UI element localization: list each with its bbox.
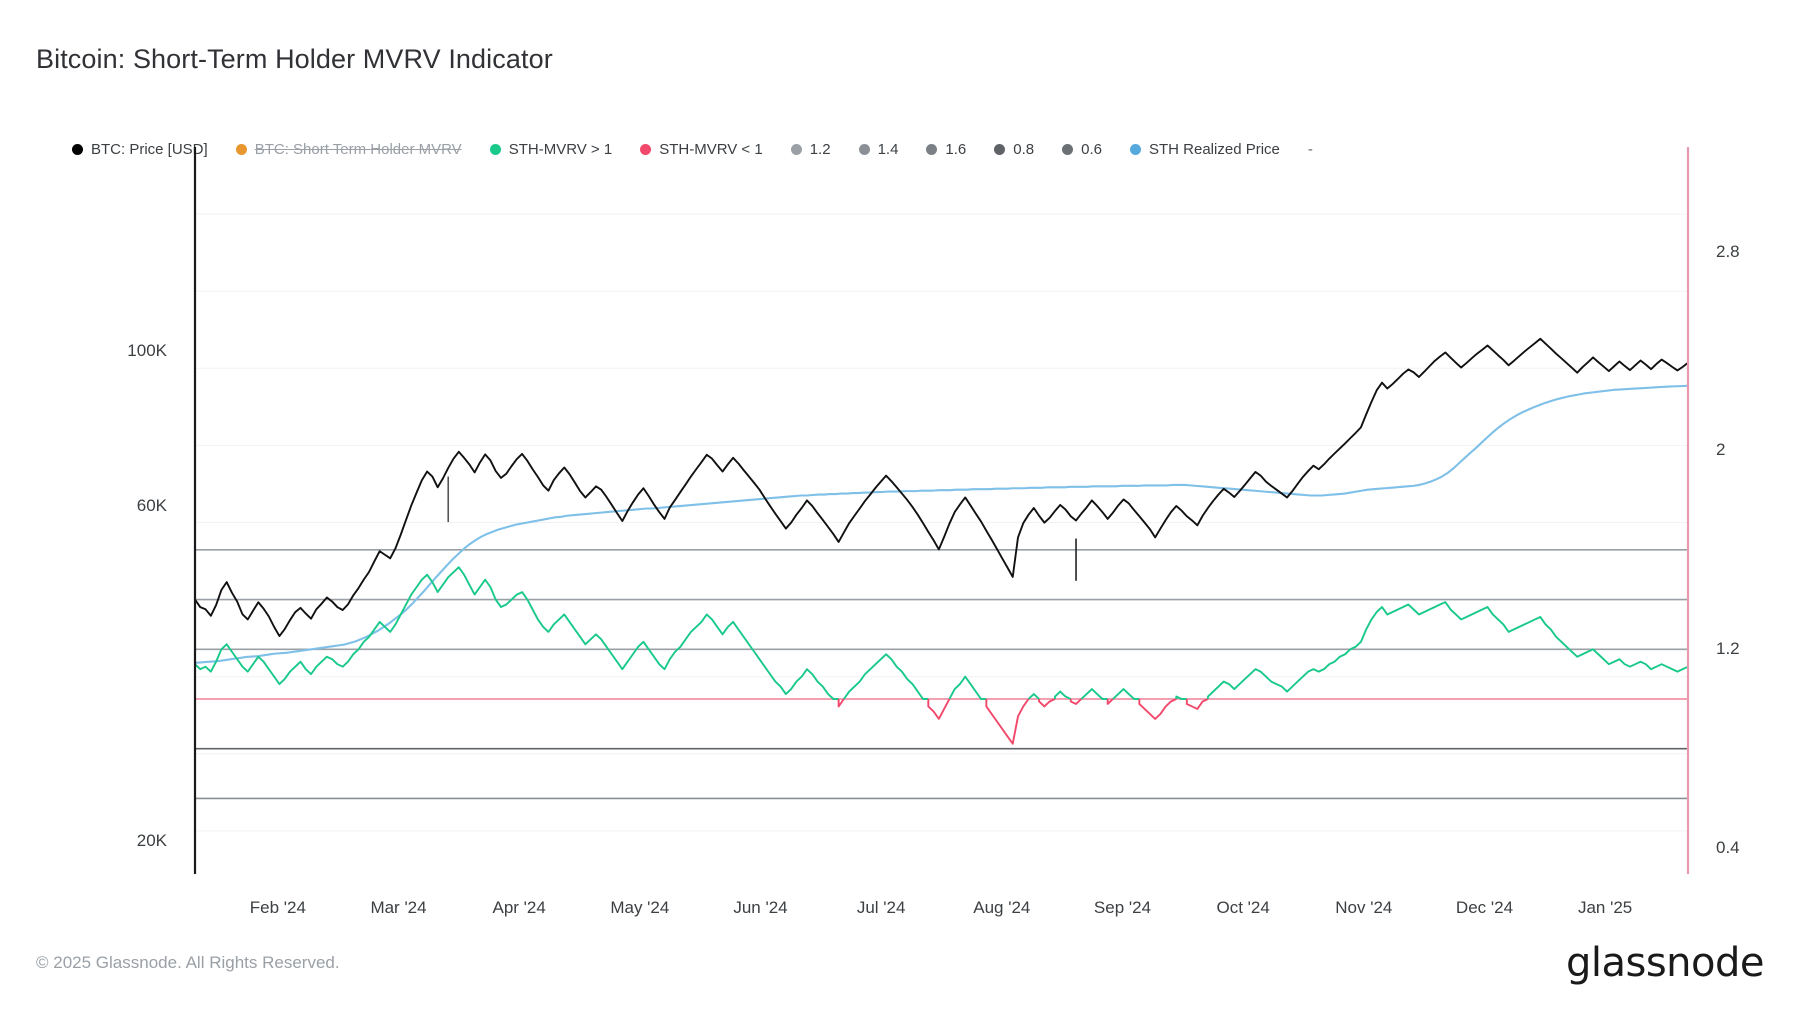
legend-trailing-dash: -: [1307, 140, 1313, 158]
legend-item-6[interactable]: 1.6: [926, 141, 966, 158]
series-sth-mvrv-below-11: [1106, 698, 1114, 705]
series-sth-mvrv-above-6: [1027, 693, 1040, 700]
series-sth-mvrv-below-9: [1069, 698, 1082, 705]
series-sth-mvrv-above-0: [194, 566, 839, 700]
y-axis-right-tick-1: 2: [1716, 440, 1726, 460]
legend-dot-icon: [1062, 143, 1074, 155]
legend-item-9[interactable]: STH Realized Price: [1130, 141, 1280, 158]
y-axis-right-tick-2: 1.2: [1716, 639, 1740, 659]
x-axis-tick-4: Jun '24: [733, 898, 788, 917]
x-axis-tick-9: Nov '24: [1335, 898, 1393, 917]
series-sth-mvrv-below-3: [927, 698, 951, 720]
legend-item-8[interactable]: 0.6: [1062, 141, 1102, 158]
y-axis-left-tick-1: 60K: [136, 496, 167, 516]
legend-item-label: STH Realized Price: [1149, 140, 1280, 158]
legend-item-label: 1.6: [945, 140, 967, 158]
x-axis-tick-2: Apr '24: [492, 898, 546, 917]
legend-item-label: 1.4: [877, 140, 899, 158]
legend-dot-icon: [858, 143, 870, 155]
legend-item-4[interactable]: 1.2: [790, 140, 831, 158]
legend-dot-icon: [640, 143, 652, 155]
glassnode-logo: glassnode: [1565, 940, 1765, 986]
legend-dot-icon: [235, 143, 247, 155]
legend-item-label: BTC: Short Term Holder MVRV: [254, 140, 462, 158]
legend-item-0[interactable]: BTC: Price [USD]: [72, 141, 208, 158]
legend-item-label: STH-MVRV < 1: [659, 140, 763, 158]
legend-item-label: 0.8: [1013, 140, 1035, 158]
series-sth-mvrv-above-16: [1206, 601, 1689, 699]
legend-dot-icon: [994, 143, 1006, 155]
series-sth-mvrv-below-1: [837, 698, 845, 708]
legend-item-label: 0.6: [1081, 140, 1102, 158]
x-axis-tick-10: Dec '24: [1455, 898, 1514, 917]
legend-item-3[interactable]: STH-MVRV < 1: [640, 141, 763, 158]
page-title: Bitcoin: Short-Term Holder MVRV Indicato…: [36, 44, 553, 74]
y-axis-right-tick-0: 2.8: [1716, 241, 1740, 261]
x-axis-tick-6: Aug '24: [973, 898, 1031, 917]
series-sth-mvrv-above-2: [843, 653, 929, 700]
series-sth-mvrv-above-8: [1053, 690, 1072, 700]
y-axis-left-tick-0: 100K: [127, 340, 167, 360]
x-axis-tick-1: Mar '24: [370, 898, 427, 917]
series-sth-mvrv-above-14: [1175, 695, 1187, 700]
legend-item-label: BTC: Price [USD]: [91, 140, 208, 158]
x-axis-tick-3: May '24: [610, 898, 670, 917]
legend-item-1[interactable]: BTC: Short Term Holder MVRV: [235, 140, 462, 158]
series-sth-mvrv-below-5: [985, 698, 1030, 745]
chart-legend: BTC: Price [USD] BTC: Short Term Holder M…: [72, 138, 1313, 160]
series-sth-mvrv-below-13: [1138, 698, 1177, 720]
series-sth-mvrv-below-15: [1185, 698, 1209, 710]
legend-item-label: 1.2: [809, 140, 831, 158]
legend-dot-icon: [1130, 143, 1141, 155]
legend-dot-icon: [926, 143, 938, 155]
x-axis-tick-11: Jan '25: [1577, 898, 1633, 917]
x-axis-tick-8: Oct '24: [1216, 898, 1270, 917]
y-axis-left-tick-2: 20K: [136, 830, 167, 850]
series-sth-mvrv-below-7: [1038, 698, 1056, 708]
series-sth-mvrv-above-4: [948, 675, 987, 700]
legend-dot-icon: [72, 143, 83, 155]
series-sth-realized-price: [194, 384, 1689, 664]
series-sth-mvrv-above-12: [1112, 688, 1140, 700]
legend-item-5[interactable]: 1.4: [858, 140, 899, 158]
x-axis-tick-7: Sep '24: [1093, 898, 1152, 917]
y-axis-right-tick-3: 0.4: [1716, 838, 1740, 858]
legend-item-2[interactable]: STH-MVRV > 1: [489, 140, 613, 158]
copyright-text: © 2025 Glassnode. All Rights Reserved.: [36, 953, 340, 972]
series-btc-price: [194, 337, 1689, 637]
series-sth-mvrv-above-10: [1080, 688, 1108, 700]
legend-item-7[interactable]: 0.8: [994, 141, 1034, 158]
legend-dot-icon: [489, 143, 501, 155]
legend-item-label: STH-MVRV > 1: [508, 140, 613, 158]
legend-dot-icon: [790, 143, 802, 155]
x-axis-tick-0: Feb '24: [249, 898, 306, 917]
x-axis-tick-5: Jul '24: [856, 898, 906, 917]
